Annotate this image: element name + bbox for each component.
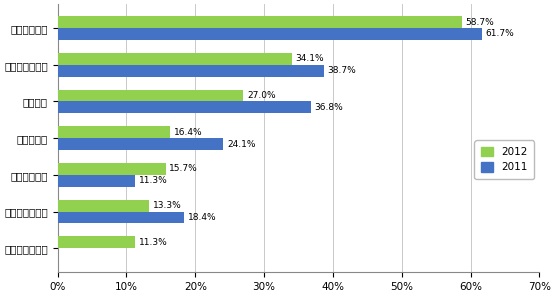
Bar [58,200,149,212]
Bar [58,28,482,40]
Text: 36.8%: 36.8% [314,103,343,112]
Bar [58,138,224,150]
Bar [58,237,135,248]
Text: 38.7%: 38.7% [327,66,356,75]
Bar [58,53,292,65]
Text: 13.3%: 13.3% [153,201,181,210]
Bar [58,102,311,113]
Text: 34.1%: 34.1% [296,54,324,63]
Text: 15.7%: 15.7% [169,165,198,173]
Bar [58,212,184,223]
Legend: 2012, 2011: 2012, 2011 [475,141,534,179]
Bar [58,175,135,186]
Text: 11.3%: 11.3% [139,176,168,185]
Text: 16.4%: 16.4% [174,128,203,137]
Text: 61.7%: 61.7% [486,30,514,38]
Bar [58,16,462,28]
Bar [58,90,244,102]
Bar [58,126,170,138]
Text: 27.0%: 27.0% [247,91,275,100]
Bar [58,65,324,76]
Text: 24.1%: 24.1% [227,139,255,149]
Text: 58.7%: 58.7% [465,18,494,27]
Text: 11.3%: 11.3% [139,238,168,247]
Text: 18.4%: 18.4% [188,213,216,222]
Bar [58,163,166,175]
